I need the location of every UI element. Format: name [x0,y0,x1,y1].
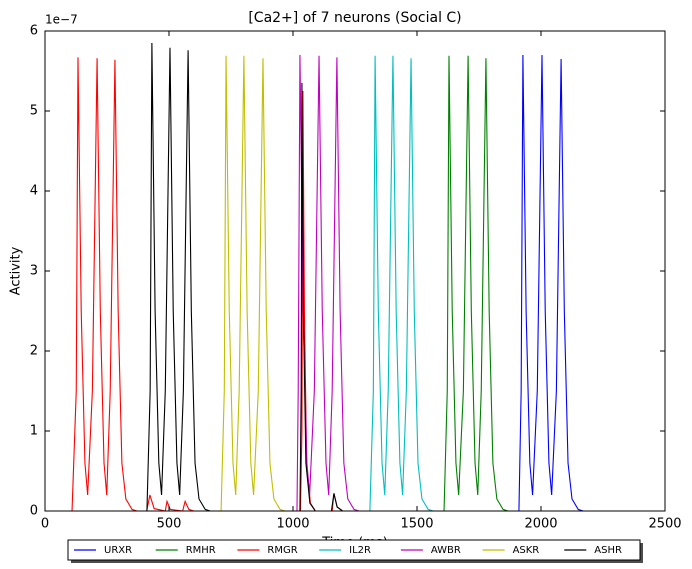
y-tick-label: 3 [30,264,38,279]
y-axis-label: Activity [9,246,24,295]
x-tick-label: 500 [157,517,182,532]
legend-label: RMGR [267,545,297,556]
x-tick-label: 1500 [400,517,433,532]
series-line [45,42,665,511]
legend [67,539,641,561]
y-tick-label: 1 [30,424,38,439]
x-tick-label: 0 [41,517,49,532]
y-tick-label: 4 [30,184,38,199]
chart-title: [Ca2+] of 7 neurons (Social C) [248,10,461,26]
y-tick-label: 0 [30,504,38,519]
y-tick-label: 5 [30,104,38,119]
series-line [45,55,665,511]
series-line [45,55,665,511]
series-line [45,54,665,511]
legend-label: IL2R [349,545,371,556]
series-line [45,54,665,511]
y-tick-label: 2 [30,344,38,359]
y-tick-label: 6 [30,24,38,39]
legend-label: URXR [104,545,132,556]
y-offset-label: 1e−7 [45,13,78,27]
legend-label: RMHR [186,545,216,556]
legend-label: AWBR [431,545,461,556]
x-tick-label: 2500 [648,517,681,532]
series-line [45,55,665,511]
x-tick-label: 1000 [276,517,309,532]
legend-label: ASHR [594,545,622,556]
legend-label: ASKR [513,545,540,556]
x-tick-label: 2000 [524,517,557,532]
